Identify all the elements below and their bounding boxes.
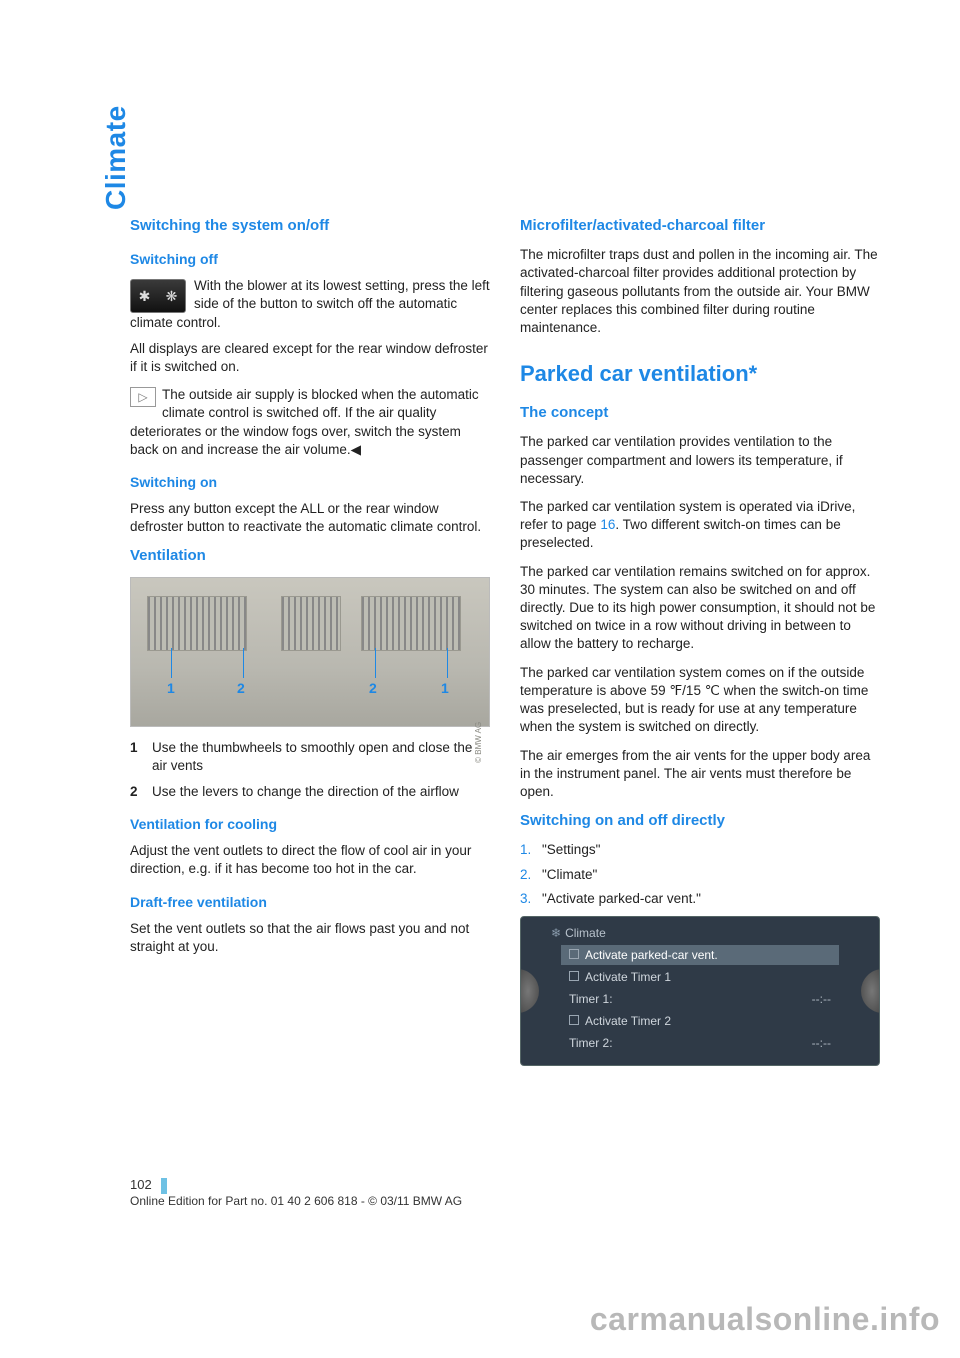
footer-edition-line: Online Edition for Part no. 01 40 2 606 … [130, 1194, 462, 1208]
step-text: "Settings" [542, 841, 880, 859]
heading-switching-off: Switching off [130, 250, 490, 269]
legend-num: 2 [130, 783, 152, 801]
vent-callout-1a: 1 [167, 679, 175, 698]
idrive-title: ❄ Climate [551, 925, 606, 941]
list-item: 2 Use the levers to change the direction… [130, 783, 490, 801]
heading-ventilation: Ventilation [130, 546, 490, 566]
idrive-row-timer2: Timer 2: --:-- [561, 1033, 839, 1053]
idrive-knob-left [520, 969, 539, 1013]
note-icon: ▷ [130, 387, 156, 407]
page-ref-link[interactable]: 16 [600, 517, 615, 532]
step-num: 1. [520, 841, 542, 859]
heading-vent-cooling: Ventilation for cooling [130, 815, 490, 834]
list-item: 2. "Climate" [520, 866, 880, 884]
switch-off-text2: All displays are cleared except for the … [130, 340, 490, 376]
list-item: 3. "Activate parked-car vent." [520, 890, 880, 908]
heading-switching-on: Switching on [130, 473, 490, 492]
idrive-knob-right [861, 969, 880, 1013]
note-text: The outside air supply is blocked when t… [130, 387, 479, 457]
heading-switch-direct: Switching on and off directly [520, 811, 880, 831]
heading-parked-ventilation: Parked car ventilation* [520, 359, 880, 389]
idrive-row-timer2-activate: Activate Timer 2 [561, 1011, 839, 1031]
concept-p3: The parked car ventilation remains switc… [520, 563, 880, 654]
idrive-row-timer1-activate: Activate Timer 1 [561, 967, 839, 987]
vent-callout-2b: 2 [369, 679, 377, 698]
page-content: Switching the system on/off Switching of… [130, 210, 880, 1066]
legend-text: Use the levers to change the direction o… [152, 783, 490, 801]
idrive-title-text: Climate [565, 926, 606, 940]
idrive-row-label: Activate parked-car vent. [585, 948, 718, 962]
steps-list: 1. "Settings" 2. "Climate" 3. "Activate … [520, 841, 880, 908]
heading-system-onoff: Switching the system on/off [130, 216, 490, 236]
checkbox-icon [569, 1015, 579, 1025]
vent-legend: 1 Use the thumbwheels to smoothly open a… [130, 739, 490, 802]
list-item: 1 Use the thumbwheels to smoothly open a… [130, 739, 490, 775]
checkbox-icon [569, 949, 579, 959]
concept-p1: The parked car ventilation provides vent… [520, 433, 880, 488]
switch-on-text: Press any button except the ALL or the r… [130, 500, 490, 536]
idrive-row-label: Timer 1: [569, 991, 613, 1007]
note-block: ▷ The outside air supply is blocked when… [130, 386, 490, 459]
microfilter-text: The microfilter traps dust and pollen in… [520, 246, 880, 337]
step-num: 2. [520, 866, 542, 884]
figure-watermark: © BMW AG [474, 722, 485, 763]
heading-draft-free: Draft-free ventilation [130, 893, 490, 912]
ventilation-figure: 1 2 2 1 © BMW AG [130, 577, 490, 727]
idrive-row-activate-vent: Activate parked-car vent. [561, 945, 839, 965]
list-item: 1. "Settings" [520, 841, 880, 859]
idrive-row-label: Timer 2: [569, 1035, 613, 1051]
checkbox-icon [569, 971, 579, 981]
fan-button-icon: ✱❋ [130, 279, 186, 313]
draft-free-text: Set the vent outlets so that the air flo… [130, 920, 490, 956]
step-text: "Climate" [542, 866, 880, 884]
site-watermark: carmanualsonline.info [590, 1301, 940, 1338]
vent-callout-1b: 1 [441, 679, 449, 698]
page-marker-icon [161, 1178, 167, 1194]
idrive-screenshot: ❄ Climate Activate parked-car vent. Activ… [520, 916, 880, 1066]
idrive-row-val: --:-- [812, 991, 831, 1007]
idrive-row-label: Activate Timer 1 [585, 970, 671, 984]
heading-concept: The concept [520, 403, 880, 423]
page-footer: 102 Online Edition for Part no. 01 40 2 … [130, 1177, 462, 1208]
page-number: 102 [130, 1177, 152, 1192]
idrive-row-label: Activate Timer 2 [585, 1014, 671, 1028]
idrive-row-val: --:-- [812, 1035, 831, 1051]
legend-num: 1 [130, 739, 152, 775]
step-num: 3. [520, 890, 542, 908]
step-text: "Activate parked-car vent." [542, 890, 880, 908]
concept-p5: The air emerges from the air vents for t… [520, 747, 880, 802]
left-column: Switching the system on/off Switching of… [130, 210, 490, 1066]
switch-off-block: ✱❋ With the blower at its lowest setting… [130, 277, 490, 332]
right-column: Microfilter/activated-charcoal filter Th… [520, 210, 880, 1066]
vent-callout-2a: 2 [237, 679, 245, 698]
idrive-row-timer1: Timer 1: --:-- [561, 989, 839, 1009]
concept-p4: The parked car ventilation system comes … [520, 664, 880, 737]
side-chapter-label: Climate [100, 105, 132, 210]
concept-p2: The parked car ventilation system is ope… [520, 498, 880, 553]
climate-icon: ❄ [551, 926, 561, 940]
vent-cooling-text: Adjust the vent outlets to direct the fl… [130, 842, 490, 878]
legend-text: Use the thumbwheels to smoothly open and… [152, 739, 490, 775]
heading-microfilter: Microfilter/activated-charcoal filter [520, 216, 880, 236]
